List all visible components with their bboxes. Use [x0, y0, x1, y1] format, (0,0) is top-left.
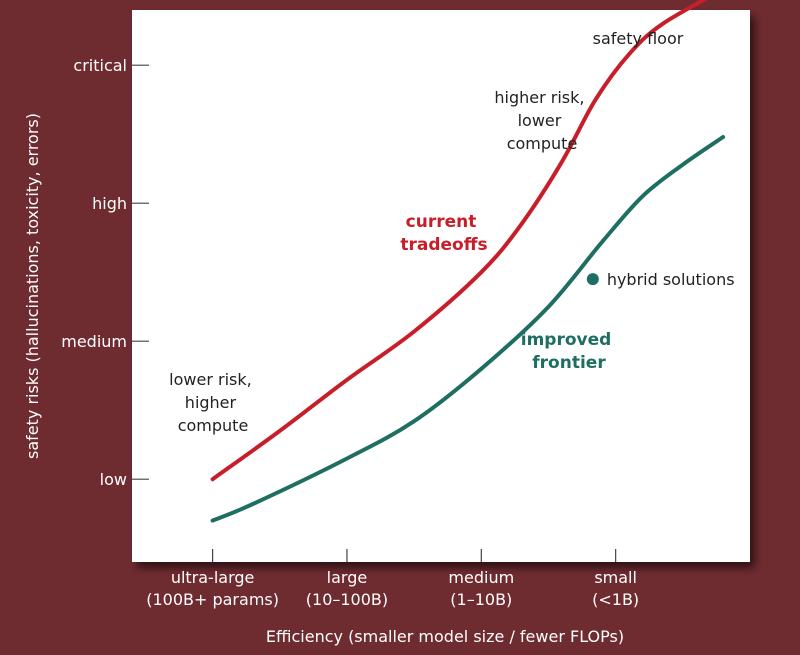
x-tick-label: medium (1–10B)	[448, 568, 514, 609]
y-tick-label: medium	[61, 332, 127, 351]
y-tick-label: low	[100, 470, 127, 489]
plot-area	[132, 10, 750, 562]
safety-floor-annotation: safety floor	[593, 29, 684, 48]
x-tick-label: large (10–100B)	[306, 568, 388, 609]
improved-frontier-label: improved frontier	[521, 330, 617, 373]
current-tradeoffs-label: current tradeoffs	[400, 212, 487, 255]
improved-frontier-line	[210, 135, 726, 523]
x-tick-label: ultra-large (100B+ params)	[146, 568, 279, 609]
y-tick-label: high	[92, 194, 127, 213]
x-tick-label: small (<1B)	[592, 568, 639, 609]
x-axis-title: Efficiency (smaller model size / fewer F…	[266, 627, 624, 646]
hybrid-solutions-label: hybrid solutions	[607, 270, 735, 289]
higher-risk-annotation: higher risk, lower compute	[494, 88, 589, 153]
y-axis-title: safety risks (hallucinations, toxicity, …	[23, 113, 42, 459]
hybrid-solutions-point	[586, 273, 599, 286]
current-tradeoffs-line	[210, 0, 708, 482]
lower-risk-annotation: lower risk, higher compute	[169, 370, 257, 435]
y-tick-label: critical	[73, 56, 127, 75]
